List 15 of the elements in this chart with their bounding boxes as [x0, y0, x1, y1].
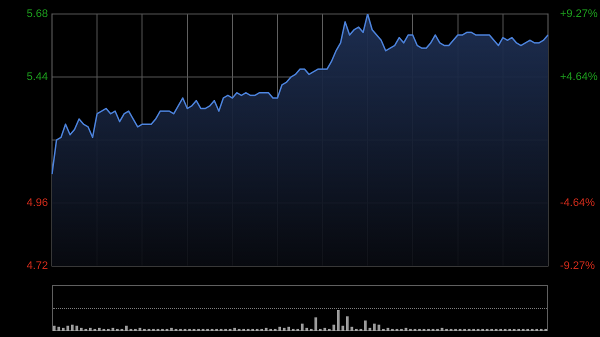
bar [336, 310, 340, 331]
bar [332, 324, 336, 331]
bar [364, 320, 367, 331]
bar [70, 324, 74, 331]
bar [346, 316, 349, 331]
y2-tick-label: +4.64% [560, 70, 598, 83]
y-tick-label: 5.68 [26, 8, 48, 20]
y2-tick-label: -9.27% [560, 260, 596, 272]
y-tick-label: 4.72 [26, 260, 48, 272]
y2-tick-label: -4.64% [560, 197, 596, 210]
bar [300, 324, 304, 331]
y2-tick-label: +9.27% [560, 8, 598, 20]
y-tick-label: 5.44 [26, 71, 48, 84]
bar [314, 317, 318, 331]
y-tick-label: 4.96 [26, 197, 48, 210]
